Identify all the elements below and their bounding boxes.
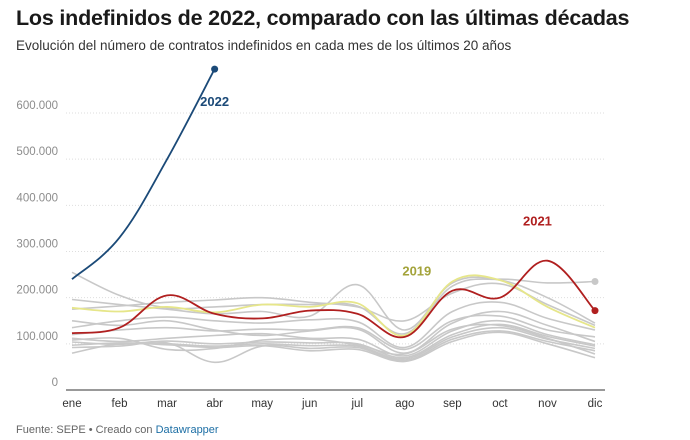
x-tick-label: may xyxy=(251,398,273,410)
background-series-line xyxy=(71,323,596,359)
x-tick-label: abr xyxy=(206,398,223,410)
x-tick-label: oct xyxy=(492,398,508,410)
line-chart: 2022 2021 2019 0 100.000 200.000 300.000 400.0… xyxy=(16,65,605,410)
end-marker-2021 xyxy=(591,307,599,315)
series-label-2022: 2022 xyxy=(200,94,229,109)
x-tick-label: dic xyxy=(588,398,603,410)
end-marker-2022 xyxy=(211,65,219,73)
highlighted-series-layer xyxy=(71,68,596,339)
chart-subtitle: Evolución del número de contratos indefi… xyxy=(16,38,512,53)
background-series-line xyxy=(71,301,596,349)
series-label-2019: 2019 xyxy=(402,264,431,279)
x-tick-label: feb xyxy=(112,398,128,410)
y-tick-label: 400.000 xyxy=(16,192,58,204)
end-marker-layer xyxy=(211,65,599,315)
series-line-2022 xyxy=(71,68,216,280)
x-tick-label: ago xyxy=(395,398,414,410)
axis-layer: 0 100.000 200.000 300.000 400.000 500.000 600.… xyxy=(16,100,602,410)
y-tick-label: 300.000 xyxy=(16,239,58,251)
series-line-2021 xyxy=(71,259,596,339)
background-series-line xyxy=(71,314,596,351)
y-tick-label: 600.000 xyxy=(16,100,58,112)
background-series-line xyxy=(71,326,596,360)
x-tick-label: jun xyxy=(301,398,317,410)
background-end-marker xyxy=(591,278,599,286)
x-tick-label: mar xyxy=(157,398,177,410)
x-tick-label: jul xyxy=(351,398,364,410)
x-tick-label: ene xyxy=(62,398,81,410)
chart-title: Los indefinidos de 2022, comparado con l… xyxy=(16,6,630,30)
background-series-line xyxy=(71,331,596,363)
footer: Fuente: SEPE • Creado con Datawrapper xyxy=(16,424,219,436)
y-tick-label: 100.000 xyxy=(16,331,58,343)
background-series-line xyxy=(71,319,596,357)
series-line-2019 xyxy=(71,274,596,337)
y-tick-label: 0 xyxy=(52,377,58,389)
series-label-2021: 2021 xyxy=(523,214,552,229)
x-tick-label: nov xyxy=(538,398,557,410)
background-series-layer xyxy=(71,271,596,364)
x-tick-label: sep xyxy=(443,398,462,410)
datawrapper-link[interactable]: Datawrapper xyxy=(155,424,219,436)
grid-layer xyxy=(66,112,605,391)
y-tick-label: 500.000 xyxy=(16,146,58,158)
footer-source: Fuente: SEPE • Creado con xyxy=(16,424,156,436)
background-series-line xyxy=(71,323,596,356)
y-tick-label: 200.000 xyxy=(16,285,58,297)
background-series-line xyxy=(71,330,596,364)
annotation-layer: 2022 2021 2019 xyxy=(200,94,552,278)
